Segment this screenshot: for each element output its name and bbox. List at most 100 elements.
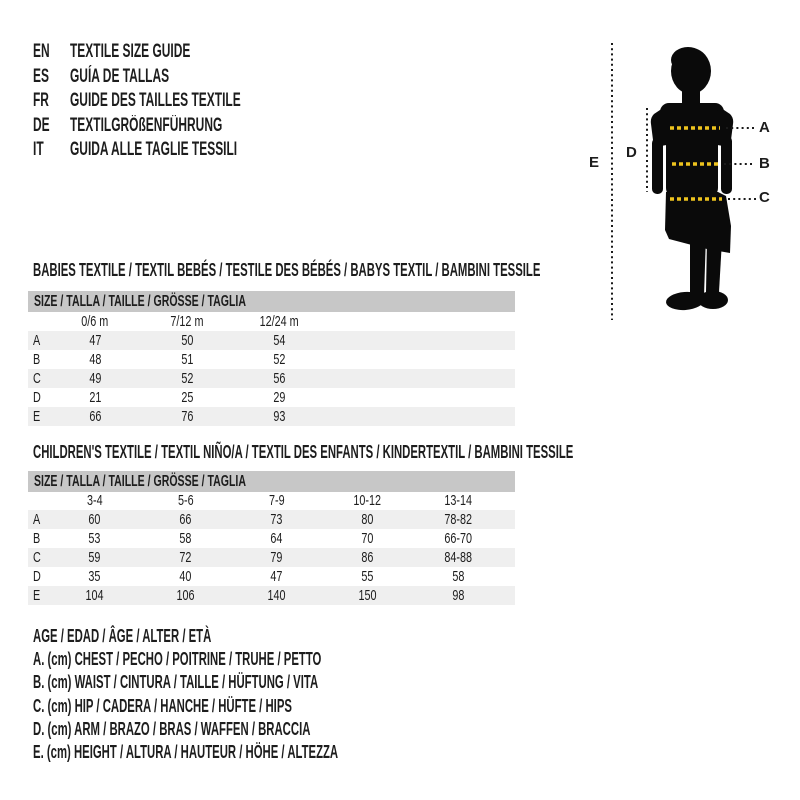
cell-value: 40 xyxy=(179,568,192,585)
row-label: A xyxy=(33,511,41,528)
cell-value: 66 xyxy=(88,408,102,425)
children-col-5-6: 5-6 xyxy=(177,492,194,509)
babies-row-a: A 47 50 54 xyxy=(28,331,515,350)
row-label: B xyxy=(33,351,41,368)
cell-value: 76 xyxy=(180,408,194,425)
lang-row-es: ES GUÍA DE TALLAS xyxy=(33,65,341,90)
children-col-10-12: 10-12 xyxy=(353,492,382,509)
silhouette-left-shoe xyxy=(666,291,704,311)
lang-row-fr: FR GUIDE DES TAILLES TEXTILE xyxy=(33,89,341,114)
measure-label-a: A xyxy=(759,119,770,136)
row-label: E xyxy=(33,587,41,604)
babies-table-title: BABIES TEXTILE / TEXTIL BEBÉS / TESTILE … xyxy=(33,260,541,280)
cell-value: 64 xyxy=(270,530,283,547)
measure-label-b: B xyxy=(759,155,770,172)
children-row-b: B 53 58 64 70 66-70 xyxy=(28,529,515,548)
cell-value: 98 xyxy=(452,587,465,604)
cell-value: 104 xyxy=(85,587,104,604)
cell-value: 47 xyxy=(88,332,102,349)
cell-value: 54 xyxy=(272,332,286,349)
cell-value: 21 xyxy=(88,389,102,406)
cell-value: 59 xyxy=(88,549,101,566)
cell-value: 49 xyxy=(88,370,102,387)
lang-code-de: DE xyxy=(33,114,50,136)
legend-arm: D. (cm) ARM / BRAZO / BRAS / WAFFEN / BR… xyxy=(33,718,311,739)
silhouette-right-leg xyxy=(706,240,722,292)
cell-value: 52 xyxy=(180,370,194,387)
lang-code-fr: FR xyxy=(33,90,49,111)
lang-title-es: GUÍA DE TALLAS xyxy=(70,65,170,87)
cell-value: 58 xyxy=(452,568,465,585)
row-label: D xyxy=(33,389,41,406)
legend-age: AGE / EDAD / ÂGE / ALTER / ETÀ xyxy=(33,626,212,646)
cell-value: 52 xyxy=(272,351,286,368)
silhouette-right-shoe xyxy=(698,291,728,309)
cell-value: 53 xyxy=(88,530,101,547)
cell-value: 70 xyxy=(361,530,374,547)
cell-value: 55 xyxy=(361,568,374,585)
row-label: C xyxy=(33,549,41,566)
lang-row-en: EN TEXTILE SIZE GUIDE xyxy=(33,40,341,65)
silhouette-torso xyxy=(666,104,718,198)
legend-height: E. (cm) HEIGHT / ALTURA / HAUTEUR / HÖHE… xyxy=(33,741,339,762)
cell-value: 72 xyxy=(179,549,192,566)
cell-value: 47 xyxy=(270,568,283,585)
lang-code-it: IT xyxy=(33,139,44,160)
cell-value: 86 xyxy=(361,549,374,566)
silhouette-right-arm xyxy=(721,136,732,194)
child-silhouette-figure xyxy=(611,43,756,320)
row-label: B xyxy=(33,530,41,547)
cell-value: 29 xyxy=(272,389,286,406)
lang-code-es: ES xyxy=(33,65,49,87)
silhouette-left-leg xyxy=(690,235,706,296)
cell-value: 93 xyxy=(272,408,286,425)
row-label: D xyxy=(33,568,41,585)
measurement-legend: AGE / EDAD / ÂGE / ALTER / ETÀ A. (cm) C… xyxy=(33,625,517,764)
babies-row-b: B 48 51 52 xyxy=(28,350,515,369)
babies-row-d: D 21 25 29 xyxy=(28,388,515,407)
children-size-header-bar: SIZE / TALLA / TAILLE / GRÖSSE / TAGLIA xyxy=(28,471,515,492)
lang-title-en: TEXTILE SIZE GUIDE xyxy=(70,41,191,62)
measure-label-e: E xyxy=(589,154,600,171)
legend-chest: A. (cm) CHEST / PECHO / POITRINE / TRUHE… xyxy=(33,649,322,670)
children-row-c: C 59 72 79 86 84-88 xyxy=(28,548,515,567)
lang-title-fr: GUIDE DES TAILLES TEXTILE xyxy=(70,90,241,111)
children-row-e: E 104 106 140 150 98 xyxy=(28,586,515,605)
lang-title-de: TEXTILGRÖßENFÜHRUNG xyxy=(70,114,223,136)
silhouette-head xyxy=(671,48,711,94)
cell-value: 66-70 xyxy=(444,530,473,547)
row-label: A xyxy=(33,332,41,349)
cell-value: 56 xyxy=(272,370,286,387)
babies-col-12-24m: 12/24 m xyxy=(259,313,299,330)
babies-row-c: C 49 52 56 xyxy=(28,369,515,388)
row-label: E xyxy=(33,408,41,425)
language-header: EN TEXTILE SIZE GUIDE ES GUÍA DE TALLAS … xyxy=(33,40,341,163)
cell-value: 84-88 xyxy=(444,549,473,566)
cell-value: 25 xyxy=(180,389,194,406)
measure-label-d: D xyxy=(626,144,637,161)
cell-value: 106 xyxy=(176,587,195,604)
children-row-d: D 35 40 47 55 58 xyxy=(28,567,515,586)
cell-value: 73 xyxy=(270,511,283,528)
cell-value: 150 xyxy=(358,587,377,604)
silhouette-neck xyxy=(682,85,700,105)
silhouette-shorts xyxy=(665,192,731,253)
cell-value: 66 xyxy=(179,511,192,528)
row-label: C xyxy=(33,370,41,387)
legend-waist: B. (cm) WAIST / CINTURA / TAILLE / HÜFTU… xyxy=(33,672,319,693)
cell-value: 51 xyxy=(180,351,194,368)
babies-size-header-bar: SIZE / TALLA / TAILLE / GRÖSSE / TAGLIA xyxy=(28,291,515,312)
lang-row-de: DE TEXTILGRÖßENFÜHRUNG xyxy=(33,114,341,139)
babies-col-0-6m: 0/6 m xyxy=(81,313,109,330)
cell-value: 60 xyxy=(88,511,101,528)
cell-value: 50 xyxy=(180,332,194,349)
measure-label-c: C xyxy=(759,189,770,206)
babies-row-e: E 66 76 93 xyxy=(28,407,515,426)
cell-value: 79 xyxy=(270,549,283,566)
children-column-header-row: 3-4 5-6 7-9 10-12 13-14 xyxy=(28,492,515,510)
children-row-a: A 60 66 73 80 78-82 xyxy=(28,510,515,529)
legend-hip: C. (cm) HIP / CADERA / HANCHE / HÜFTE / … xyxy=(33,695,292,716)
babies-column-header-row: 0/6 m 7/12 m 12/24 m xyxy=(28,312,515,331)
cell-value: 80 xyxy=(361,511,374,528)
lang-code-en: EN xyxy=(33,41,50,62)
